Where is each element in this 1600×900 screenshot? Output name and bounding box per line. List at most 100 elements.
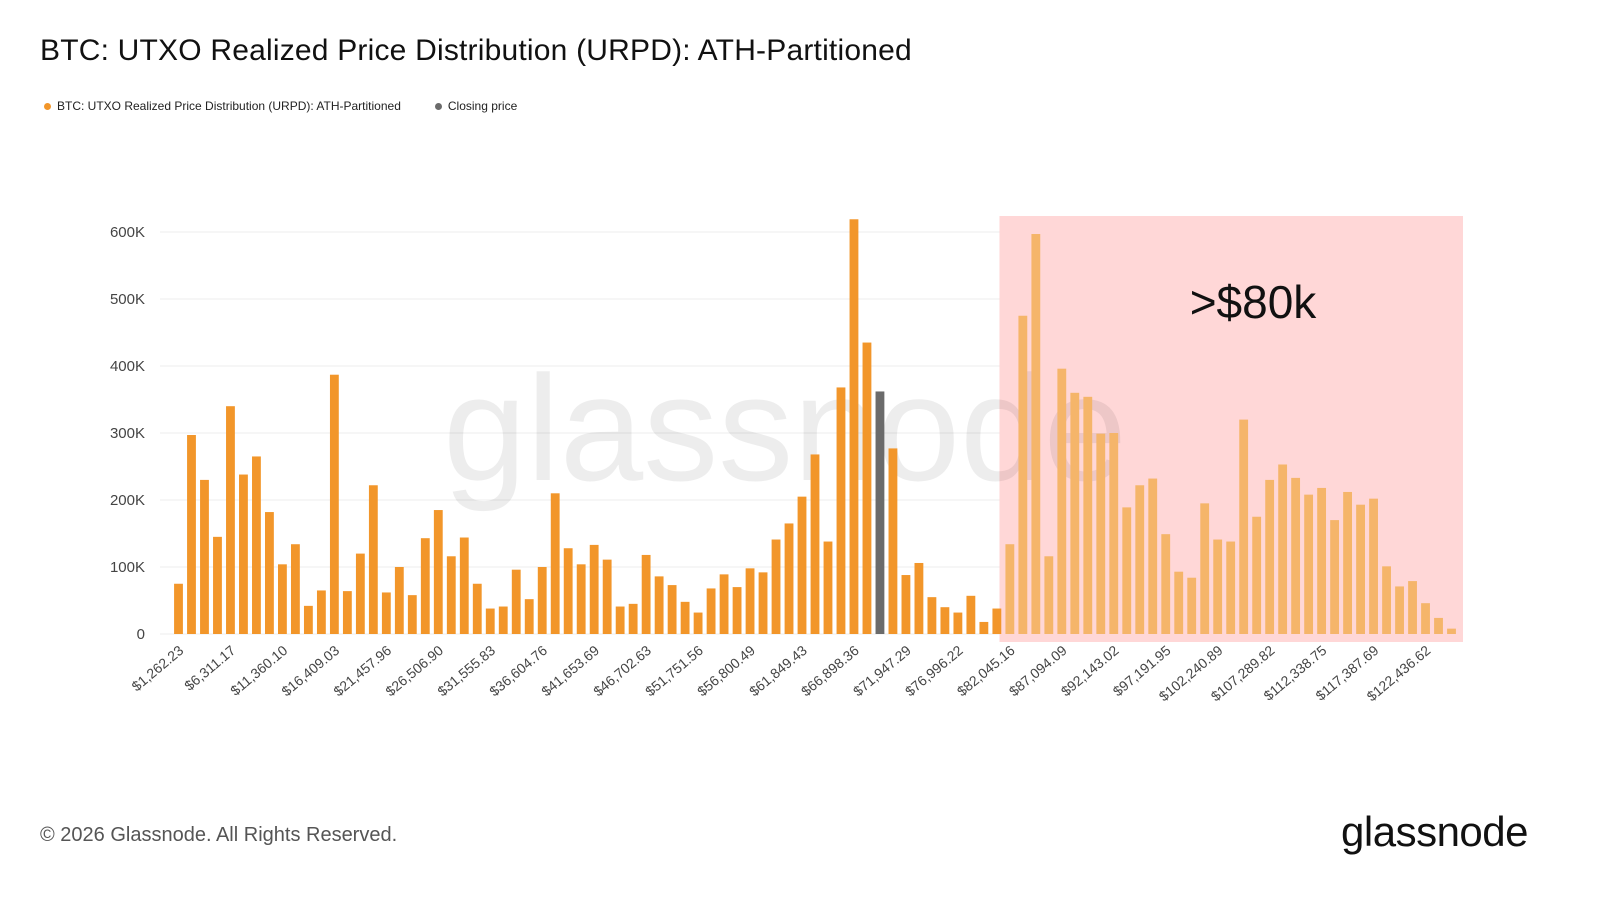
urpd-bar[interactable]: [1304, 494, 1314, 634]
urpd-bar[interactable]: [200, 479, 209, 634]
urpd-bar[interactable]: [355, 553, 365, 634]
urpd-bar[interactable]: [407, 595, 417, 634]
urpd-bar[interactable]: [550, 493, 560, 634]
urpd-bar[interactable]: [1408, 581, 1417, 634]
urpd-bar[interactable]: [213, 536, 222, 634]
urpd-bar[interactable]: [576, 564, 586, 634]
urpd-bar[interactable]: [1278, 464, 1288, 634]
urpd-bar[interactable]: [589, 544, 599, 634]
urpd-bar[interactable]: [1109, 433, 1119, 634]
urpd-bar[interactable]: [1265, 479, 1275, 634]
urpd-bar[interactable]: [1083, 396, 1093, 634]
urpd-bar[interactable]: [524, 599, 534, 634]
urpd-bar[interactable]: [1174, 571, 1184, 634]
urpd-bar[interactable]: [1330, 520, 1340, 634]
urpd-bar[interactable]: [693, 612, 703, 634]
urpd-bar[interactable]: [187, 435, 196, 634]
urpd-bar[interactable]: [602, 559, 612, 634]
urpd-bar[interactable]: [914, 562, 924, 634]
urpd-bar[interactable]: [745, 568, 755, 634]
urpd-bar[interactable]: [1044, 556, 1054, 634]
legend-item-closing-price[interactable]: Closing price: [434, 99, 517, 113]
urpd-bar[interactable]: [940, 607, 950, 634]
urpd-bar[interactable]: [498, 606, 508, 634]
urpd-bar[interactable]: [226, 406, 235, 634]
urpd-bar[interactable]: [1057, 368, 1067, 634]
urpd-bar[interactable]: [1317, 487, 1327, 634]
urpd-bar[interactable]: [290, 544, 300, 634]
urpd-bar[interactable]: [1161, 534, 1171, 634]
urpd-bar[interactable]: [381, 592, 391, 634]
urpd-bar[interactable]: [303, 605, 313, 634]
urpd-bar[interactable]: [446, 556, 456, 634]
urpd-bar[interactable]: [1148, 478, 1158, 634]
urpd-bar[interactable]: [537, 567, 547, 634]
urpd-bar[interactable]: [1200, 503, 1210, 634]
urpd-bar[interactable]: [485, 608, 495, 634]
urpd-bar[interactable]: [1343, 491, 1353, 634]
urpd-bar[interactable]: [252, 456, 261, 634]
urpd-bar[interactable]: [239, 474, 248, 634]
urpd-bar[interactable]: [1252, 516, 1262, 634]
urpd-bar[interactable]: [771, 539, 781, 634]
urpd-bar[interactable]: [420, 538, 430, 634]
urpd-bar[interactable]: [174, 583, 183, 634]
urpd-bar[interactable]: [563, 548, 573, 634]
urpd-bar[interactable]: [927, 597, 937, 634]
urpd-bar[interactable]: [433, 510, 443, 634]
urpd-bar[interactable]: [1239, 419, 1249, 634]
urpd-bar[interactable]: [888, 448, 898, 634]
urpd-bar[interactable]: [862, 342, 872, 634]
urpd-bar[interactable]: [1291, 477, 1301, 634]
legend-item-urpd[interactable]: BTC: UTXO Realized Price Distribution (U…: [44, 99, 401, 113]
urpd-bar[interactable]: [394, 567, 404, 634]
urpd-bar[interactable]: [1096, 433, 1106, 634]
urpd-bar[interactable]: [641, 554, 651, 634]
urpd-bar[interactable]: [836, 387, 846, 634]
urpd-bar[interactable]: [1369, 498, 1378, 634]
urpd-bar[interactable]: [1421, 603, 1430, 634]
urpd-bar[interactable]: [966, 595, 976, 634]
urpd-bar[interactable]: [901, 575, 911, 634]
urpd-bar[interactable]: [667, 585, 677, 634]
urpd-bar[interactable]: [979, 621, 989, 634]
urpd-bar[interactable]: [654, 576, 664, 634]
urpd-bar[interactable]: [511, 569, 521, 634]
urpd-bar[interactable]: [472, 583, 482, 634]
urpd-bar[interactable]: [1005, 544, 1015, 634]
urpd-bar[interactable]: [277, 564, 287, 634]
urpd-bar[interactable]: [953, 612, 963, 634]
urpd-bar[interactable]: [849, 219, 859, 634]
urpd-bar[interactable]: [1070, 392, 1080, 634]
urpd-bar[interactable]: [316, 590, 326, 634]
urpd-bar[interactable]: [719, 574, 729, 634]
urpd-bar[interactable]: [1213, 539, 1223, 634]
urpd-bar[interactable]: [1018, 315, 1028, 634]
urpd-bar[interactable]: [823, 541, 833, 634]
urpd-bar[interactable]: [1122, 507, 1132, 634]
urpd-bar[interactable]: [706, 588, 716, 634]
urpd-bar[interactable]: [732, 587, 742, 634]
urpd-bar[interactable]: [992, 608, 1002, 634]
urpd-bar[interactable]: [1434, 617, 1443, 634]
urpd-bar[interactable]: [615, 606, 625, 634]
urpd-bar[interactable]: [1226, 541, 1236, 634]
urpd-bar[interactable]: [1395, 586, 1404, 634]
urpd-bar[interactable]: [1356, 504, 1365, 634]
urpd-bar[interactable]: [758, 572, 768, 634]
urpd-bar[interactable]: [1187, 577, 1197, 634]
urpd-bar[interactable]: [784, 523, 794, 634]
urpd-bar[interactable]: [265, 512, 274, 634]
urpd-bar[interactable]: [1135, 485, 1145, 634]
closing-price-bar[interactable]: [875, 391, 885, 634]
urpd-bar[interactable]: [680, 601, 690, 634]
urpd-bar[interactable]: [1447, 628, 1456, 634]
urpd-bar[interactable]: [1031, 234, 1041, 634]
urpd-bar[interactable]: [342, 591, 352, 634]
urpd-bar[interactable]: [810, 454, 820, 634]
urpd-bar[interactable]: [368, 485, 378, 634]
urpd-bar[interactable]: [459, 537, 469, 634]
urpd-bar[interactable]: [797, 496, 807, 634]
urpd-bar[interactable]: [329, 374, 339, 634]
urpd-bar[interactable]: [628, 603, 638, 634]
